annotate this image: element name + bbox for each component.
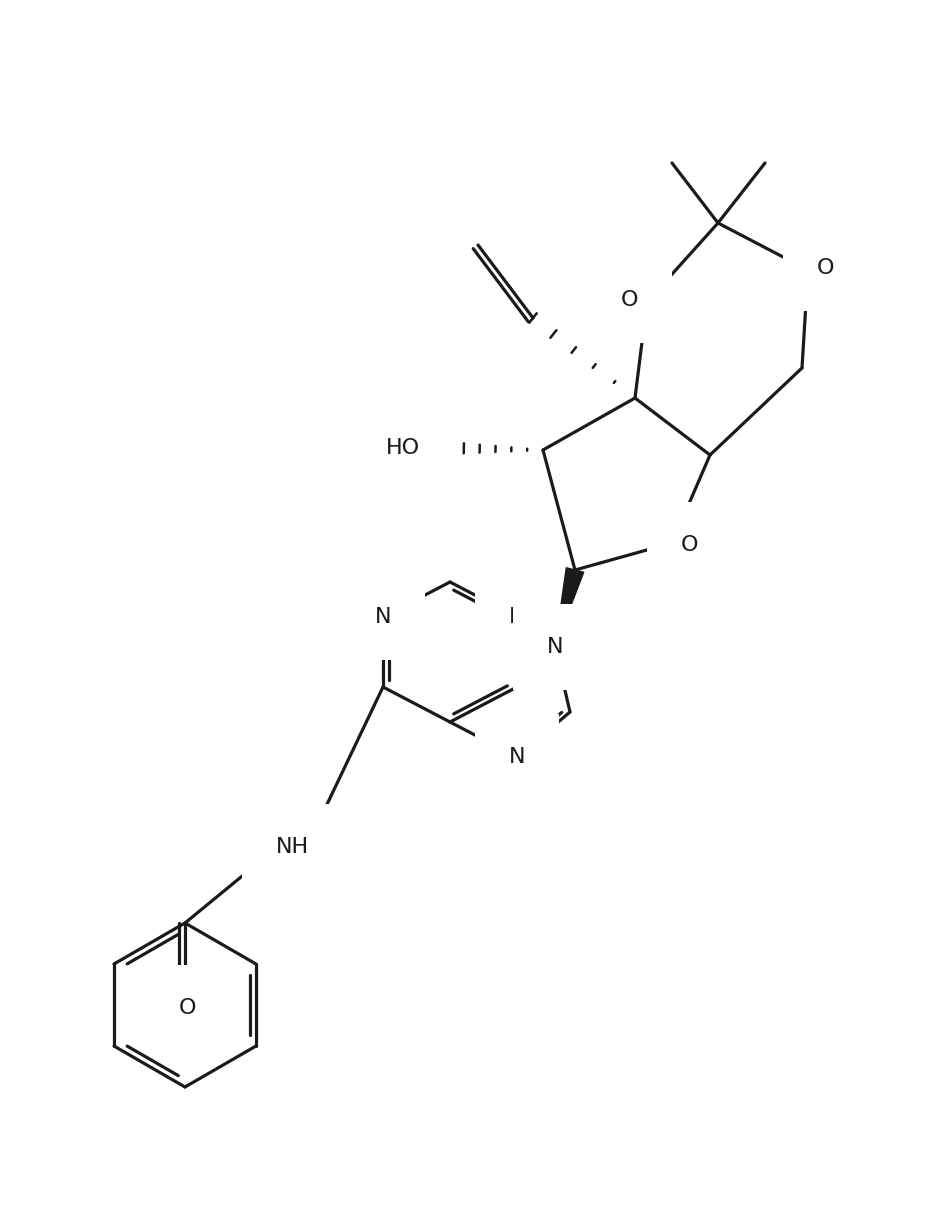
Text: NH: NH [276,837,308,857]
Polygon shape [555,568,583,647]
Text: N: N [509,747,526,767]
Text: O: O [622,290,638,311]
Text: O: O [816,258,834,278]
Text: N: N [547,637,563,657]
Text: HO: HO [386,438,420,458]
Text: O: O [680,535,698,555]
Text: N: N [375,607,391,627]
Text: N: N [509,607,526,627]
Text: O: O [179,998,197,1018]
